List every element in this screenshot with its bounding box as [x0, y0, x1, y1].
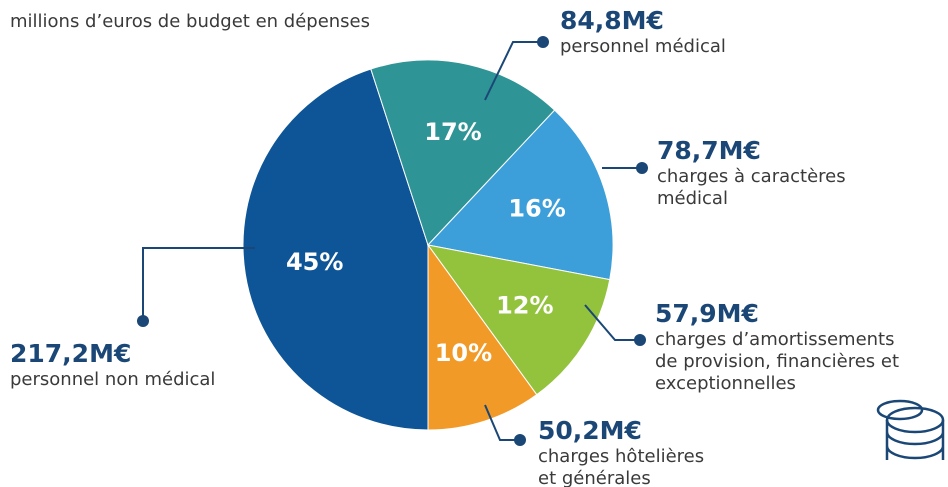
chart-subtitle: millions d’euros de budget en dépenses [10, 11, 370, 32]
annotation-text: personnel médical [560, 36, 726, 57]
annotation-amount: 50,2M€ [538, 416, 642, 445]
annotation-text: personnel non médical [10, 369, 215, 390]
slice-label: 16% [508, 195, 565, 223]
slice-label: 10% [435, 339, 492, 367]
annotation-text: charges à caractères [657, 166, 846, 187]
leader-dot [137, 315, 149, 327]
pie-slice [242, 68, 429, 431]
coin-icon [876, 399, 945, 460]
annotation-amount: 57,9M€ [655, 299, 759, 328]
leader-line [484, 41, 543, 101]
annotation-text: exceptionnelles [655, 373, 796, 394]
leader-line [484, 404, 520, 441]
slice-label: 45% [286, 248, 343, 276]
annotation-text: charges d’amortissements [655, 329, 894, 350]
pie-slice [427, 109, 614, 281]
annotation-text: et générales [538, 468, 651, 487]
leader-dot [537, 36, 549, 48]
annotation-text: de provision, financières et [655, 351, 899, 372]
slice-label: 17% [424, 118, 481, 146]
slice-label: 12% [496, 291, 553, 319]
pie-slice [426, 244, 611, 396]
pie-slice [427, 243, 538, 431]
leader-line [584, 304, 640, 341]
leader-dot [636, 162, 648, 174]
pie-slice [370, 59, 556, 246]
leader-dot [514, 434, 526, 446]
leader-line [142, 247, 255, 321]
annotation-text: médical [657, 188, 728, 209]
annotation-amount: 84,8M€ [560, 6, 664, 35]
annotation-amount: 78,7M€ [657, 136, 761, 165]
annotation-text: charges hôtelières [538, 446, 704, 467]
leader-dot [634, 334, 646, 346]
annotation-amount: 217,2M€ [10, 339, 131, 368]
